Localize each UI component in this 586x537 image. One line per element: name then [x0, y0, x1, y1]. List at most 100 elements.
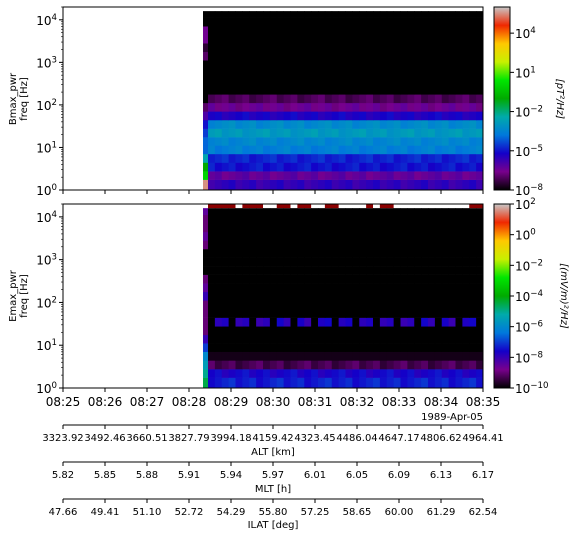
spectrogram-cell — [283, 128, 291, 138]
spectrogram-cell — [228, 208, 236, 216]
spectrogram-cell — [228, 43, 236, 53]
spectrogram-cell — [338, 162, 346, 172]
spectrogram-cell — [421, 300, 429, 310]
spectrogram-cell — [400, 208, 408, 216]
spectrogram-cell — [311, 248, 319, 258]
first-column-cell — [203, 68, 208, 78]
spectrogram-cell — [242, 208, 250, 216]
spectrogram-cell — [462, 153, 470, 163]
spectrogram-cell — [214, 377, 223, 389]
spectrogram-cell — [290, 153, 298, 163]
spectrogram-cell — [290, 377, 298, 389]
spectrogram-cell — [345, 360, 353, 370]
spectrogram-cell — [318, 317, 326, 327]
spectrogram-cell — [221, 317, 230, 327]
spectrogram-cell — [331, 283, 340, 293]
spectrogram-cell — [235, 77, 243, 87]
spectrogram-cell — [297, 137, 305, 146]
spectrogram-cell — [414, 102, 422, 112]
spectrogram-cell — [366, 137, 374, 146]
spectrogram-cell — [324, 283, 333, 293]
spectrogram-cell — [290, 240, 298, 250]
spectrogram-cell — [263, 223, 271, 233]
spectrogram-cell — [366, 369, 374, 378]
spectrogram-cell — [455, 343, 463, 352]
spectrogram-cell — [311, 137, 319, 146]
spectrogram-cell — [414, 326, 422, 336]
spectrogram-cell — [469, 162, 477, 172]
spectrogram-cell — [214, 153, 223, 163]
spectrogram-cell — [379, 317, 388, 327]
spectrogram-cell — [359, 51, 367, 61]
spectrogram-cell — [304, 153, 312, 163]
spectrogram-cell — [331, 266, 340, 275]
spectrogram-cell — [366, 171, 374, 180]
spectrogram-cell — [366, 274, 374, 284]
spectrogram-cell — [235, 334, 243, 344]
spectrogram-cell — [338, 171, 346, 180]
spectrogram-cell — [400, 317, 408, 327]
spectrogram-cell — [256, 369, 264, 378]
spectrogram-cell — [476, 153, 484, 163]
spectrogram-cell — [434, 137, 443, 146]
spectrogram-cell — [400, 231, 408, 241]
spectrogram-cell — [359, 240, 367, 250]
spectrogram-cell — [228, 300, 236, 310]
spectrogram-cell — [469, 360, 477, 370]
spectrogram-cell — [214, 351, 223, 361]
spectrogram-cell — [462, 300, 470, 310]
spectrogram-cell — [324, 111, 333, 121]
spectrogram-cell — [379, 85, 388, 95]
spectrogram-cell — [366, 85, 374, 95]
spectrogram-cell — [228, 119, 236, 129]
spectrogram-cell — [373, 343, 381, 352]
spectrogram-cell — [249, 266, 257, 275]
spectrogram-cell — [331, 257, 340, 267]
spectrogram-cell — [276, 208, 285, 216]
spectrogram-cell — [441, 377, 450, 389]
spectrogram-cell — [297, 17, 305, 27]
spectrogram-cell — [455, 26, 463, 35]
spectrogram-cell — [379, 51, 388, 61]
spectrogram-cell — [297, 85, 305, 95]
spectrogram-cell — [283, 308, 291, 318]
spectrogram-cell — [338, 334, 346, 344]
spectrogram-cell — [386, 343, 395, 352]
spectrogram-cell — [228, 351, 236, 361]
spectrogram-cell — [263, 111, 271, 121]
spectrogram-cell — [324, 369, 333, 378]
spectrogram-cell — [455, 231, 463, 241]
spectrogram-cell — [249, 111, 257, 121]
spectrogram-cell — [214, 137, 223, 146]
spectrogram-cell — [421, 291, 429, 301]
spectrogram-cell — [311, 214, 319, 224]
spectrogram-cell — [379, 223, 388, 233]
spectrogram-cell — [297, 334, 305, 344]
spectrogram-cell — [338, 240, 346, 250]
spectrogram-cell — [242, 300, 250, 310]
spectrogram-cell — [242, 326, 250, 336]
spectrogram-cell — [228, 334, 236, 344]
spectrogram-cell — [400, 369, 408, 378]
spectrogram-cell — [318, 343, 326, 352]
aux-tick-label: 49.41 — [91, 507, 120, 518]
spectrogram-cell — [242, 68, 250, 78]
spectrogram-cell — [462, 257, 470, 267]
spectrogram-cell — [421, 153, 429, 163]
spectrogram-cell — [318, 111, 326, 121]
spectrogram-cell — [373, 223, 381, 233]
spectrogram-cell — [283, 231, 291, 241]
spectrogram-cell — [359, 334, 367, 344]
spectrogram-cell — [283, 26, 291, 35]
spectrogram-cell — [235, 274, 243, 284]
spectrogram-cell — [386, 68, 395, 78]
spectrogram-cell — [228, 231, 236, 241]
spectrogram-cell — [283, 179, 291, 191]
spectrogram-cell — [366, 214, 374, 224]
spectrogram-cell — [373, 231, 381, 241]
spectrogram-cell — [221, 162, 230, 172]
spectrogram-cell — [373, 274, 381, 284]
spectrogram-cell — [221, 43, 230, 53]
spectrogram-cell — [338, 94, 346, 104]
